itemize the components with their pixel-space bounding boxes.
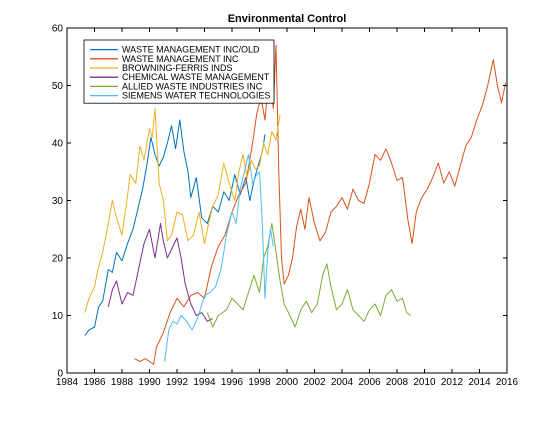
x-tick-label: 1998 <box>248 377 271 388</box>
y-tick-label: 20 <box>52 254 64 265</box>
y-tick-label: 0 <box>57 369 63 380</box>
x-tick-label: 2016 <box>496 377 519 388</box>
series-line-6 <box>164 154 274 362</box>
series-line-4 <box>107 223 213 322</box>
y-tick-label: 50 <box>52 81 64 92</box>
y-tick-label: 10 <box>52 311 64 322</box>
legend-label: WASTE MANAGEMENT INC <box>122 54 239 64</box>
x-tick-label: 1986 <box>83 377 106 388</box>
chart-title: Environmental Control <box>228 13 347 25</box>
x-tick-label: 2010 <box>413 377 436 388</box>
x-tick-label: 1984 <box>56 377 79 388</box>
legend-label: BROWNING-FERRIS INDS <box>122 63 233 73</box>
x-tick-label: 2006 <box>358 377 381 388</box>
series-line-2 <box>134 44 507 365</box>
x-tick-label: 2008 <box>386 377 409 388</box>
x-tick-label: 1992 <box>166 377 189 388</box>
x-tick-label: 1988 <box>111 377 134 388</box>
series-layer <box>84 44 507 365</box>
legend-label: SIEMENS WATER TECHNOLOGIES <box>122 91 270 101</box>
y-tick-label: 30 <box>52 196 64 207</box>
legend-label: CHEMICAL WASTE MANAGEMENT <box>122 72 270 82</box>
x-tick-label: 2012 <box>441 377 464 388</box>
x-tick-label: 1994 <box>193 377 216 388</box>
x-tick-label: 2000 <box>276 377 299 388</box>
axes-layer: 1984 1986 1988 1990 1992 1994 1996 1998 2000 2002… <box>52 24 519 389</box>
x-tick-label: 2002 <box>303 377 326 388</box>
x-tick-label: 1996 <box>221 377 244 388</box>
legend-label: ALLIED WASTE INDUSTRIES INC <box>122 81 263 91</box>
legend-label: WASTE MANAGEMENT INC/OLD <box>122 45 260 55</box>
y-tick-label: 40 <box>52 139 64 150</box>
x-tick-label: 2014 <box>468 377 491 388</box>
x-tick-label: 2004 <box>331 377 354 388</box>
series-line-3 <box>84 108 281 313</box>
y-tick-label: 60 <box>52 24 64 35</box>
x-tick-label: 1990 <box>138 377 161 388</box>
legend-box <box>83 39 275 104</box>
series-line-5 <box>206 223 412 328</box>
